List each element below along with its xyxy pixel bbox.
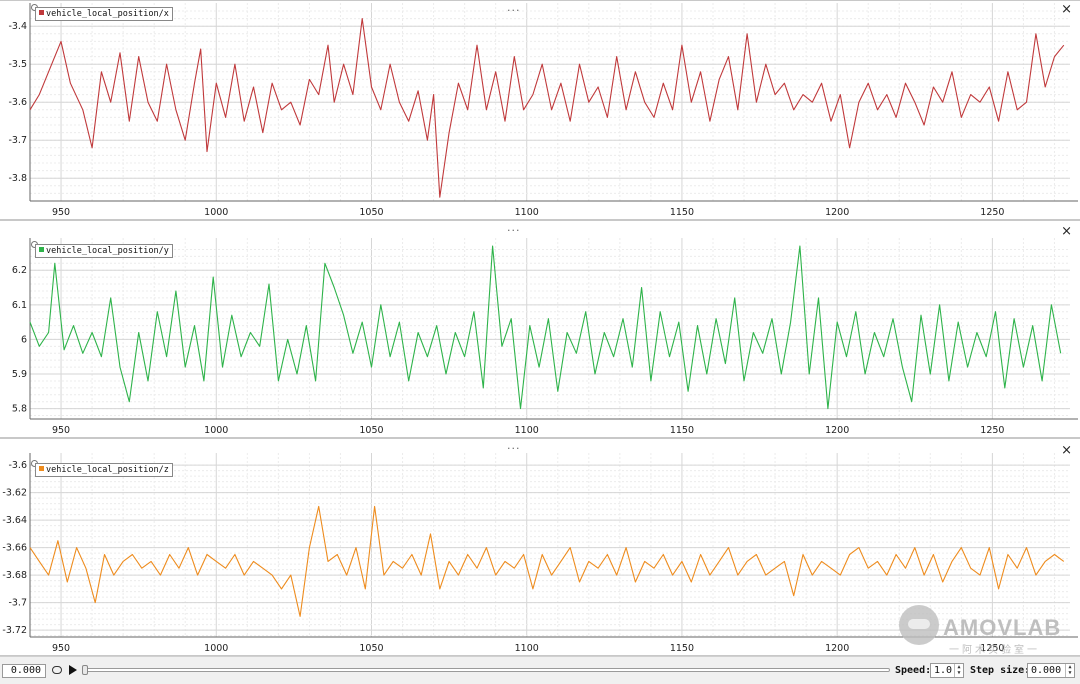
plot-panel-z[interactable]: 950 1000 1050 1100 1150 1200 1250 -3.6 -3.62 -3.6… xyxy=(0,438,1080,656)
chart-z[interactable]: 950 1000 1050 1100 1150 1200 1250 -3.6 -3.62 -3.6… xyxy=(0,439,1080,657)
x-tick-label: 1100 xyxy=(515,425,539,436)
amovlab-watermark: AMOVLAB 一阿木实验室一 xyxy=(895,601,1075,657)
speed-value: 1.0 xyxy=(934,665,953,676)
legend-label: vehicle_local_position/z xyxy=(46,465,169,475)
x-tick-label: 1150 xyxy=(670,425,694,436)
x-tick-label: 950 xyxy=(52,425,70,436)
x-tick-label: 1150 xyxy=(670,207,694,218)
y-tick-label: -3.6 xyxy=(8,460,27,471)
plot-panel-x[interactable]: 950 1000 1050 1100 1150 1200 1250 -3.4 -3.5 -3.6 -… xyxy=(0,0,1080,220)
close-panel-icon[interactable]: × xyxy=(1061,224,1072,239)
watermark-subtitle: 一阿木实验室一 xyxy=(949,645,1040,656)
time-slider[interactable] xyxy=(84,668,890,672)
x-tick-label: 1200 xyxy=(825,643,849,654)
step-size-value: 0.000 xyxy=(1031,665,1062,676)
spin-arrows-icon[interactable]: ▲ ▼ xyxy=(954,664,963,677)
y-tick-label: -3.5 xyxy=(8,59,27,70)
x-tick-label: 1000 xyxy=(204,643,228,654)
x-tick-label: 1200 xyxy=(825,207,849,218)
x-tick-label: 1050 xyxy=(359,643,383,654)
y-tick-label: -3.64 xyxy=(2,515,27,526)
step-size-spinbox[interactable]: 0.000 ▲ ▼ xyxy=(1027,663,1075,678)
close-panel-icon[interactable]: × xyxy=(1061,443,1072,458)
y-tick-label: -3.7 xyxy=(8,135,27,146)
legend-y[interactable]: vehicle_local_position/y xyxy=(35,244,173,258)
legend-label: vehicle_local_position/y xyxy=(46,246,169,256)
y-tick-label: 5.9 xyxy=(12,369,27,380)
y-tick-label: -3.7 xyxy=(8,598,27,609)
plot-panel-y[interactable]: 950 1000 1050 1100 1150 1200 1250 6.2 6.1 6 5.9 5.8… xyxy=(0,220,1080,438)
x-tick-label: 1050 xyxy=(359,425,383,436)
watermark-title: AMOVLAB xyxy=(943,615,1062,640)
x-tick-label: 1050 xyxy=(359,207,383,218)
loop-icon[interactable] xyxy=(52,666,62,674)
legend-swatch xyxy=(39,247,44,252)
x-tick-label: 1250 xyxy=(980,207,1004,218)
time-slider-handle[interactable] xyxy=(82,665,88,675)
legend-swatch xyxy=(39,10,44,15)
speed-spinbox[interactable]: 1.0 ▲ ▼ xyxy=(930,663,964,678)
close-panel-icon[interactable]: × xyxy=(1061,2,1072,17)
x-tick-label: 1000 xyxy=(204,425,228,436)
x-tick-label: 1000 xyxy=(204,207,228,218)
y-tick-label: -3.62 xyxy=(2,488,27,499)
y-tick-label: -3.4 xyxy=(8,21,27,32)
y-tick-label: -3.72 xyxy=(2,625,27,636)
x-tick-label: 1250 xyxy=(980,643,1004,654)
y-tick-label: -3.68 xyxy=(2,570,27,581)
legend-x[interactable]: vehicle_local_position/x xyxy=(35,7,173,21)
robot-logo-icon xyxy=(899,605,939,645)
x-tick-label: 1150 xyxy=(670,643,694,654)
y-tick-label: -3.6 xyxy=(8,97,27,108)
step-size-label: Step size: xyxy=(970,665,1031,676)
chart-y[interactable]: 950 1000 1050 1100 1150 1200 1250 6.2 6.1 6 5.9 5.8 xyxy=(0,221,1080,439)
y-tick-label: 5.8 xyxy=(12,404,27,415)
series-line xyxy=(29,245,1062,410)
chart-x[interactable]: 950 1000 1050 1100 1150 1200 1250 -3.4 -3.5 -3.6 -… xyxy=(0,1,1080,221)
panel-menu-dots[interactable]: ... xyxy=(507,221,521,234)
y-tick-label: 6 xyxy=(21,334,27,345)
speed-label: Speed: xyxy=(895,665,932,676)
x-tick-label: 1100 xyxy=(515,643,539,654)
y-tick-label: 6.1 xyxy=(12,300,27,311)
play-icon[interactable] xyxy=(69,665,77,675)
x-tick-label: 1200 xyxy=(825,425,849,436)
panel-menu-dots[interactable]: ... xyxy=(507,439,521,452)
x-tick-label: 950 xyxy=(52,643,70,654)
legend-z[interactable]: vehicle_local_position/z xyxy=(35,463,173,477)
x-tick-label: 1250 xyxy=(980,425,1004,436)
legend-swatch xyxy=(39,466,44,471)
x-tick-label: 1100 xyxy=(515,207,539,218)
time-field[interactable]: 0.000 xyxy=(2,664,46,678)
spin-arrows-icon[interactable]: ▲ ▼ xyxy=(1065,664,1074,677)
playback-bar: 0.000 Speed: 1.0 ▲ ▼ Step size: 0.000 ▲ ▼ xyxy=(0,656,1080,684)
y-tick-label: -3.66 xyxy=(2,543,27,554)
legend-label: vehicle_local_position/x xyxy=(46,9,169,19)
x-tick-label: 950 xyxy=(52,207,70,218)
panel-menu-dots[interactable]: ... xyxy=(507,1,521,14)
series-line xyxy=(29,18,1065,198)
y-tick-label: 6.2 xyxy=(12,265,27,276)
y-tick-label: -3.8 xyxy=(8,173,27,184)
series-line xyxy=(29,505,1065,617)
